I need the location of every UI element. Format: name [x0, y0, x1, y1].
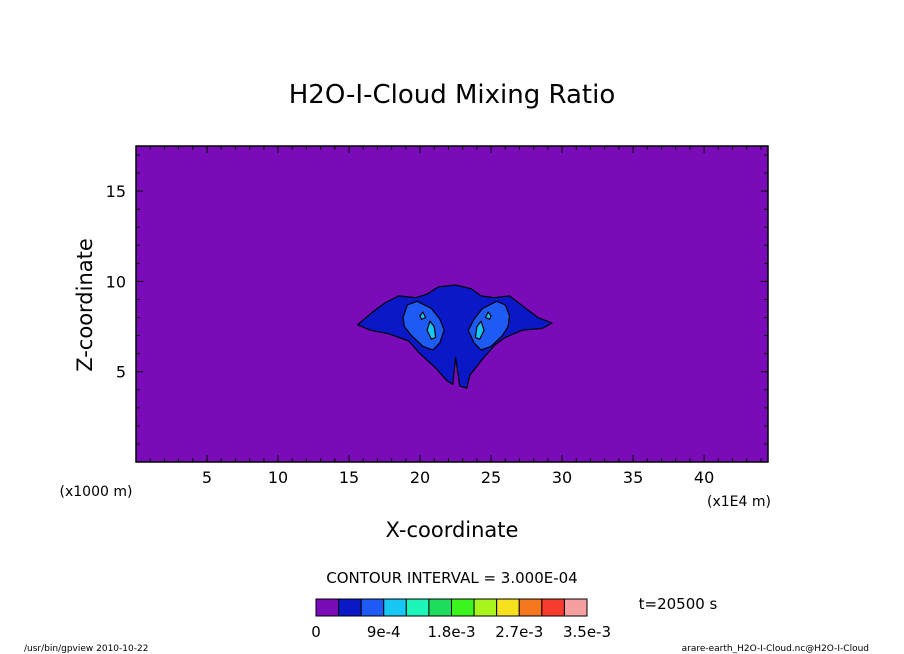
colorbar-swatch — [428, 598, 452, 617]
footer-left: /usr/bin/gpview 2010-10-22 — [24, 644, 148, 654]
y-axis-unit: (x1000 m) — [60, 484, 133, 500]
colorbar — [315, 598, 588, 617]
contour-region-3-5 — [419, 311, 427, 320]
y-tick-label: 5 — [116, 363, 126, 382]
axis-ticks — [136, 146, 768, 462]
x-tick-label: 30 — [552, 468, 572, 487]
contour-region-3-4 — [474, 320, 485, 340]
colorbar-label: 9e-4 — [367, 623, 401, 641]
y-axis-label: Z-coordinate — [73, 238, 97, 372]
x-tick-label: 40 — [694, 468, 714, 487]
colorbar-label: 1.8e-3 — [427, 623, 475, 641]
colorbar-swatch — [451, 598, 475, 617]
colorbar-swatch — [405, 598, 430, 617]
plot-frame — [135, 145, 769, 463]
tick-labels: 5 10 15 20 25 30 35 40 5 10 15 — [106, 182, 715, 487]
y-tick-label: 15 — [106, 182, 126, 201]
contour-region-3-3 — [426, 320, 437, 340]
x-tick-label: 35 — [623, 468, 643, 487]
x-tick-label: 25 — [481, 468, 501, 487]
colorbar-swatch — [360, 598, 385, 617]
colorbar-swatch — [338, 598, 362, 617]
colorbar-swatch — [315, 598, 340, 617]
plot-area — [135, 145, 769, 463]
colorbar-swatch — [473, 598, 498, 617]
time-label: t=20500 s — [639, 595, 718, 613]
x-axis-unit: (x1E4 m) — [707, 494, 771, 510]
y-tick-label: 10 — [106, 272, 126, 291]
colorbar-swatch — [383, 598, 407, 617]
x-tick-label: 10 — [268, 468, 288, 487]
colorbar-swatch — [563, 598, 588, 617]
footer-right: arare-earth_H2O-I-Cloud.nc@H2O-I-Cloud — [682, 644, 869, 654]
colorbar-label: 0 — [311, 623, 321, 641]
contour-region-3-6 — [484, 311, 492, 320]
x-axis-label: X-coordinate — [386, 518, 519, 542]
x-tick-label: 5 — [202, 468, 212, 487]
colorbar-swatch — [496, 598, 520, 617]
colorbar-label: 3.5e-3 — [563, 623, 611, 641]
chart-title: H2O-I-Cloud Mixing Ratio — [289, 80, 616, 110]
x-tick-label: 15 — [339, 468, 359, 487]
colorbar-label: 2.7e-3 — [495, 623, 543, 641]
colorbar-swatch — [541, 598, 565, 617]
colorbar-labels: 0 9e-4 1.8e-3 2.7e-3 3.5e-3 — [311, 623, 611, 641]
x-tick-label: 20 — [410, 468, 430, 487]
colorbar-swatch — [518, 598, 543, 617]
contour-interval-label: CONTOUR INTERVAL = 3.000E-04 — [326, 569, 577, 587]
